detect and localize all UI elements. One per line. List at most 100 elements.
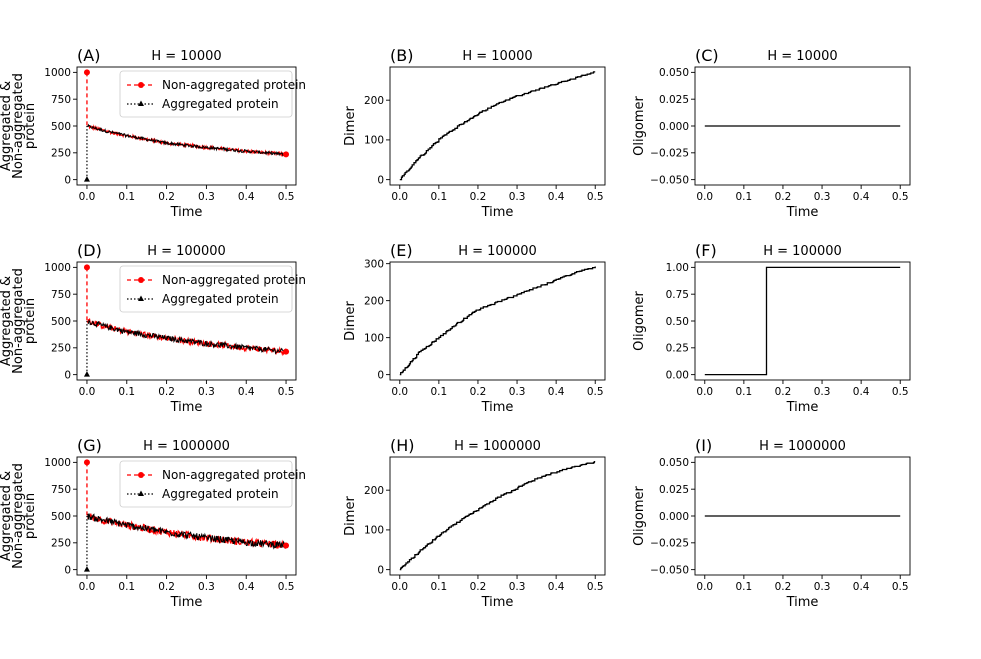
chart-b: 0.0 0.1 0.2 0.3 0.4 0.5 0 100 200 Time Dimer H = 10… [343,46,606,220]
y-tick-label: −0.050 [650,174,689,186]
panel-label: (F) [695,241,717,260]
chart-title: H = 10000 [151,49,221,64]
x-axis-label: Time [170,595,203,610]
panel-label: (C) [695,46,719,65]
legend-marker-triangle [138,295,144,301]
x-tick-label: 0.1 [431,581,448,593]
series-dimer [399,71,596,181]
legend-label-non-aggregated: Non-aggregated protein [162,273,306,287]
y-tick-label: 0 [64,369,71,381]
x-tick-label: 0.2 [470,386,487,398]
x-tick-label: 0.2 [775,191,792,203]
legend-label-aggregated: Aggregated protein [162,292,279,306]
chart-title: H = 1000000 [759,439,846,454]
x-tick-label: 0.3 [814,581,831,593]
y-tick-label: 0 [64,174,71,186]
x-axis-label: Time [786,595,819,610]
y-tick-label: 0.50 [666,316,689,328]
y-tick-label: 250 [51,343,71,355]
x-tick-label: 0.4 [548,386,565,398]
y-tick-label: 1000 [44,262,71,274]
x-tick-label: 0.2 [158,191,175,203]
y-tick-label: 0.25 [666,343,689,355]
marker-non-aggregated-end [283,348,290,355]
x-axis-label: Time [786,205,819,220]
x-tick-label: 0.3 [509,191,526,203]
panel-label: (E) [390,241,413,260]
x-tick-label: 0.0 [79,386,96,398]
x-tick-label: 0.0 [696,581,713,593]
y-tick-label: 0.00 [666,369,689,381]
y-tick-label: 0.025 [659,484,689,496]
chart-f: 0.0 0.1 0.2 0.3 0.4 0.5 0.00 0.25 0.50 0.75 1.00 Ti… [632,241,911,415]
x-tick-label: 0.5 [587,581,604,593]
x-tick-label: 0.4 [853,191,870,203]
y-tick-label: 1.00 [666,262,689,274]
x-tick-label: 0.0 [391,581,408,593]
y-tick-label: 1000 [44,457,71,469]
y-tick-label: 250 [51,148,71,160]
series-aggregated [87,123,287,157]
x-tick-label: 0.2 [158,386,175,398]
chart-c: 0.0 0.1 0.2 0.3 0.4 0.5 −0.050 −0.025 0.000 0.025… [632,46,911,220]
plot-area [399,71,596,181]
x-tick-label: 0.0 [696,386,713,398]
y-tick-label: 0.000 [659,511,689,523]
legend-label-non-aggregated: Non-aggregated protein [162,78,306,92]
legend-marker-triangle [138,100,144,106]
x-tick-label: 0.1 [736,581,753,593]
legend-label-aggregated: Aggregated protein [162,487,279,501]
x-tick-label: 0.2 [470,191,487,203]
legend-marker-circle [138,82,144,88]
x-axis-label: Time [481,205,514,220]
x-tick-label: 0.2 [775,386,792,398]
marker-aggregated-start [83,176,90,182]
y-tick-label: −0.025 [650,538,689,550]
y-axis-label: protein [23,103,38,149]
panel-label: (G) [77,436,102,455]
chart-title: H = 10000 [767,49,837,64]
x-tick-label: 0.1 [118,191,135,203]
y-tick-label: 0.000 [659,121,689,133]
marker-aggregated-start [83,371,90,377]
marker-non-aggregated-start [83,264,90,271]
marker-non-aggregated-end [283,151,290,158]
y-axis-label: Non-aggregated [11,463,26,569]
chart-title: H = 100000 [458,244,537,259]
x-tick-label: 0.1 [736,191,753,203]
y-tick-label: 750 [51,94,71,106]
y-axis-label: Non-aggregated [11,73,26,179]
y-tick-label: 500 [51,316,71,328]
y-axis-label: Non-aggregated [11,268,26,374]
chart-title: H = 100000 [763,244,842,259]
y-tick-label: 100 [364,135,384,147]
plot-area [399,266,596,376]
series-dimer [399,266,596,376]
legend-marker-circle [138,277,144,283]
x-tick-label: 0.4 [853,581,870,593]
plot-area [399,461,596,571]
y-axis-label: Oligomer [632,486,647,546]
y-axis-label: Oligomer [632,96,647,156]
y-tick-label: 0 [377,369,384,381]
series-aggregated [87,319,287,355]
x-tick-label: 0.1 [736,386,753,398]
x-tick-label: 0.4 [548,191,565,203]
x-tick-label: 0.4 [853,386,870,398]
axes-frame [389,261,606,381]
x-tick-label: 0.5 [278,386,295,398]
x-axis-label: Time [170,400,203,415]
y-tick-label: 100 [364,332,384,344]
x-axis-label: Time [481,400,514,415]
x-tick-label: 0.3 [198,581,215,593]
x-tick-label: 0.3 [198,191,215,203]
chart-h: 0.0 0.1 0.2 0.3 0.4 0.5 0 100 200 Time Dimer H = 10… [343,436,606,610]
x-tick-label: 0.1 [431,386,448,398]
marker-non-aggregated-end [283,542,290,549]
x-axis-label: Time [481,595,514,610]
panel-label: (B) [390,46,413,65]
legend: Non-aggregated protein Aggregated protein [119,265,306,313]
legend-box [119,265,293,313]
chart-title: H = 10000 [462,49,532,64]
marker-non-aggregated-start [83,459,90,466]
